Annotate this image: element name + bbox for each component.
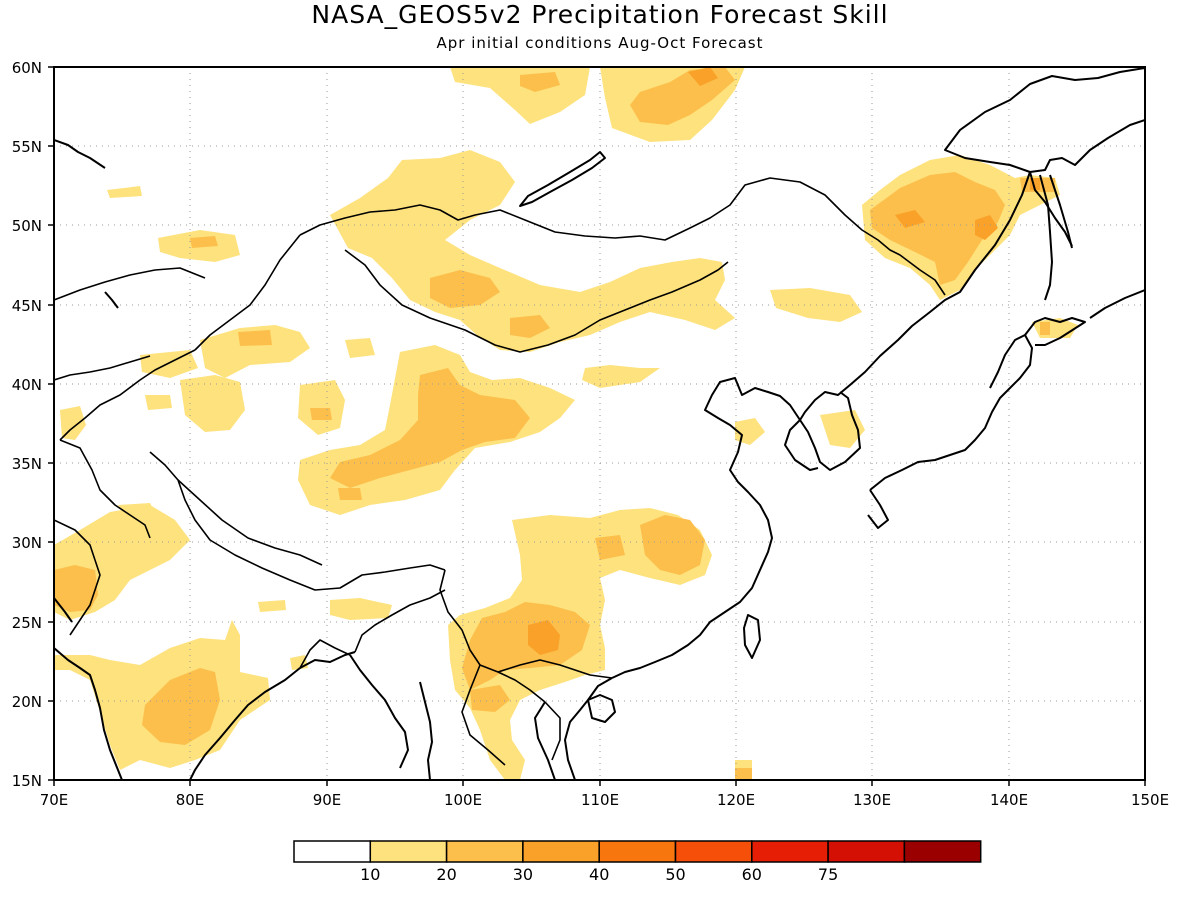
colorbar-swatch <box>522 840 600 863</box>
x-tick-label: 140E <box>990 791 1028 809</box>
skill-level-20-30 <box>54 67 1055 780</box>
x-tick-label: 130E <box>853 791 891 809</box>
colorbar-label: 10 <box>360 865 380 884</box>
x-tick-label: 100E <box>444 791 482 809</box>
colorbar-swatch <box>293 840 372 863</box>
x-tick-label: 120E <box>717 791 755 809</box>
y-tick-label: 20N <box>12 693 42 711</box>
colorbar-swatch <box>903 840 982 863</box>
y-tick-label: 45N <box>12 297 42 315</box>
colorbar-swatch <box>674 840 753 863</box>
colorbar-label: 60 <box>742 865 762 884</box>
colorbar-label: 20 <box>436 865 456 884</box>
coastlines <box>54 67 1145 780</box>
colorbar-label: 40 <box>589 865 609 884</box>
colorbar-swatch <box>445 840 524 863</box>
colorbar-label: 50 <box>665 865 685 884</box>
colorbar: 10 20 30 40 50 60 75 <box>293 840 982 884</box>
chart-title: NASA_GEOS5v2 Precipitation Forecast Skil… <box>311 0 889 29</box>
skill-shading <box>54 67 1078 780</box>
y-tick-label: 25N <box>12 614 42 632</box>
colorbar-swatch <box>369 840 448 863</box>
x-tick-label: 80E <box>176 791 205 809</box>
chart-subtitle: Apr initial conditions Aug-Oct Forecast <box>436 34 764 52</box>
x-axis-labels: 70E 80E 90E 100E 110E 120E 130E 140E 150… <box>40 791 1169 809</box>
x-tick-label: 110E <box>581 791 619 809</box>
colorbar-label: 75 <box>818 865 838 884</box>
x-tick-label: 70E <box>40 791 69 809</box>
colorbar-label: 30 <box>513 865 533 884</box>
y-tick-label: 50N <box>12 217 42 235</box>
x-tick-label: 150E <box>1131 791 1169 809</box>
x-tick-label: 90E <box>313 791 342 809</box>
y-tick-label: 35N <box>12 455 42 473</box>
y-tick-label: 15N <box>12 772 42 790</box>
y-tick-label: 55N <box>12 138 42 156</box>
y-tick-label: 40N <box>12 376 42 394</box>
y-tick-label: 60N <box>12 59 42 77</box>
colorbar-swatch <box>827 840 906 863</box>
colorbar-swatch <box>751 840 829 863</box>
country-borders <box>54 177 946 766</box>
colorbar-swatch <box>598 840 677 863</box>
y-tick-label: 30N <box>12 534 42 552</box>
skill-level-30-40 <box>528 67 1040 655</box>
y-axis-labels: 15N 20N 25N 30N 35N 40N 45N 50N 55N 60N <box>12 59 42 790</box>
tick-marks <box>48 66 1146 786</box>
